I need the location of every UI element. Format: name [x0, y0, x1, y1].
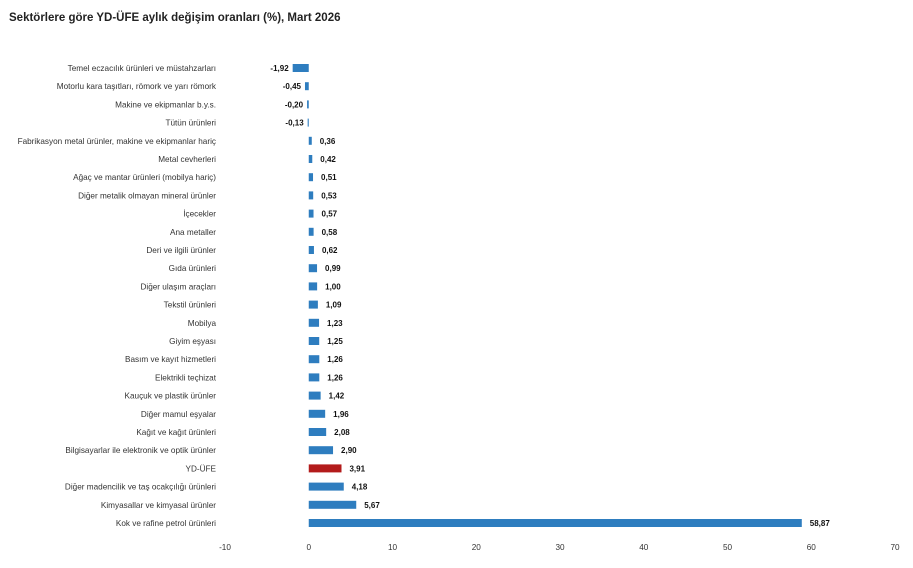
category-label: Diğer mamul eşyalar [141, 410, 216, 419]
bar [308, 409, 326, 418]
value-label: -0,20 [285, 100, 304, 109]
category-label: Metal cevherleri [158, 155, 216, 164]
bar [308, 318, 320, 327]
category-label: Gıda ürünleri [169, 264, 217, 273]
value-label: 1,23 [327, 319, 343, 328]
category-label: YD-ÜFE [186, 463, 217, 473]
value-label: 1,26 [327, 373, 343, 382]
x-tick-label: -10 [219, 543, 231, 552]
value-label: 0,62 [322, 246, 338, 255]
bar [308, 173, 314, 182]
bar [307, 118, 309, 127]
value-label: 58,87 [810, 519, 831, 528]
category-label: Temel eczacılık ürünleri ve müstahzarlar… [68, 64, 216, 73]
category-label: Deri ve ilgili ürünler [146, 246, 216, 255]
value-label: 5,67 [364, 501, 380, 510]
value-label: -0,45 [283, 82, 302, 91]
value-label: 1,42 [329, 392, 345, 401]
x-tick-label: 20 [472, 543, 482, 552]
value-label: 0,36 [320, 137, 336, 146]
x-tick-label: 40 [639, 543, 649, 552]
category-label: Mobilya [188, 319, 217, 328]
value-label: 0,53 [321, 191, 337, 200]
value-label: -1,92 [270, 64, 289, 73]
bar [308, 191, 314, 200]
value-label: 0,58 [322, 228, 338, 237]
category-label: Ana metaller [170, 228, 216, 237]
category-label: Kimyasallar ve kimyasal ürünler [101, 501, 216, 510]
category-label: Basım ve kayıt hizmetleri [125, 355, 216, 364]
value-label: 1,00 [325, 282, 341, 291]
bar [308, 246, 314, 254]
bar [308, 209, 314, 218]
bar [308, 337, 320, 345]
bar [308, 482, 344, 491]
value-label: 1,96 [333, 410, 349, 419]
value-label: 0,57 [322, 210, 338, 219]
x-tick-label: 70 [890, 543, 900, 552]
value-label: 1,25 [327, 337, 343, 346]
category-label: Motorlu kara taşıtları, römork ve yarı r… [57, 82, 217, 91]
value-label: 4,18 [352, 483, 368, 492]
value-label: 0,99 [325, 264, 341, 273]
value-label: -0,13 [285, 119, 304, 128]
bar [308, 155, 313, 163]
category-label: Tütün ürünleri [165, 119, 216, 128]
bar-highlight [308, 464, 342, 473]
category-label: Diğer madencilik ve taş ocakçılığı ürünl… [65, 483, 216, 492]
bar [308, 355, 320, 364]
x-tick-label: 0 [306, 543, 311, 552]
bar [308, 519, 802, 527]
value-label: 0,51 [321, 173, 337, 182]
x-tick-label: 50 [723, 543, 733, 552]
value-label: 2,08 [334, 428, 350, 437]
bar [308, 391, 321, 400]
bar [308, 136, 312, 145]
bar [308, 300, 318, 309]
category-label: Diğer ulaşım araçları [140, 282, 216, 291]
value-label: 2,90 [341, 446, 357, 455]
category-label: Elektrikli teçhizat [155, 373, 217, 382]
bar [304, 82, 309, 91]
category-label: Bilgisayarlar ile elektronik ve optik ür… [65, 446, 216, 455]
chart-title: Sektörlere göre YD-ÜFE aylık değişim ora… [9, 12, 341, 24]
category-label: Kok ve rafine petrol ürünleri [116, 519, 216, 528]
value-label: 0,42 [320, 155, 336, 164]
category-label: Kağıt ve kağıt ürünleri [136, 428, 216, 437]
category-label: Ağaç ve mantar ürünleri (mobilya hariç) [73, 173, 216, 182]
x-tick-label: 10 [388, 543, 398, 552]
category-label: İçecekler [183, 209, 216, 219]
category-label: Giyim eşyası [169, 337, 216, 346]
bar [292, 64, 309, 72]
bar [308, 227, 314, 236]
bar [308, 428, 327, 436]
value-label: 1,09 [326, 301, 342, 310]
bar [308, 446, 334, 455]
bar [308, 264, 318, 273]
bar [307, 100, 309, 109]
bar [308, 373, 320, 382]
category-label: Diğer metalik olmayan mineral ürünler [78, 191, 216, 200]
category-label: Tekstil ürünleri [164, 301, 217, 310]
category-label: Kauçuk ve plastik ürünler [125, 392, 217, 401]
x-tick-label: 60 [807, 543, 817, 552]
bar [308, 282, 318, 291]
x-tick-label: 30 [555, 543, 565, 552]
value-label: 1,26 [327, 355, 343, 364]
category-label: Fabrikasyon metal ürünler, makine ve eki… [18, 137, 216, 146]
bar [308, 500, 357, 509]
category-label: Makine ve ekipmanlar b.y.s. [115, 100, 216, 109]
value-label: 3,91 [349, 464, 365, 473]
